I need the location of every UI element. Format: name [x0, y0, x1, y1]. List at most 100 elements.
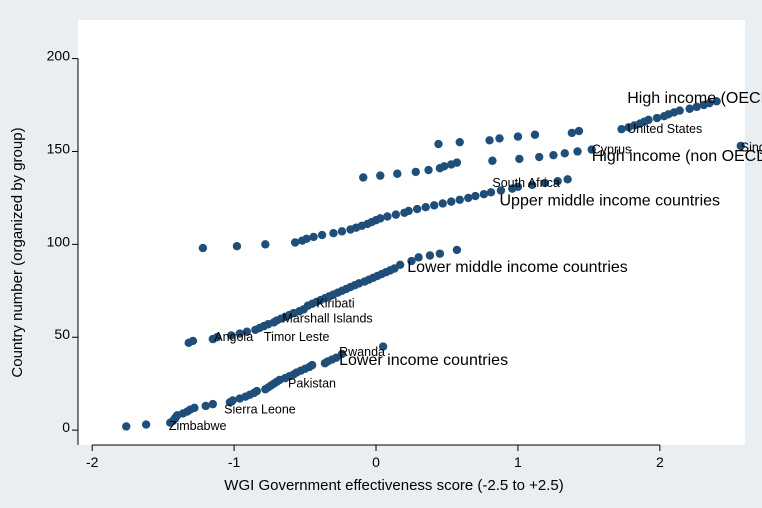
- data-point: [488, 156, 497, 165]
- data-point: [425, 251, 435, 260]
- data-point: [212, 333, 222, 342]
- data-point: [378, 342, 388, 351]
- data-point: [652, 113, 662, 123]
- data-point: [736, 141, 745, 151]
- y-tick-label: 150: [47, 140, 71, 156]
- country-label: Singapore: [741, 140, 762, 154]
- y-axis-ticks: 0 50 100 150 200: [47, 48, 78, 435]
- data-point: [430, 201, 439, 210]
- data-point: [122, 422, 131, 431]
- country-label: United States: [627, 122, 702, 136]
- data-point: [675, 106, 684, 115]
- data-point: [485, 136, 494, 145]
- data-point: [563, 175, 572, 184]
- data-point: [329, 229, 338, 238]
- country-labels: United States Singapore Cyprus South Africa…: [169, 122, 762, 433]
- country-label: Angola: [214, 330, 253, 344]
- data-point: [307, 360, 317, 370]
- x-tick-label: -1: [228, 454, 241, 470]
- x-axis-ticks: -2 -1 0 1 2: [86, 445, 664, 470]
- data-point: [549, 150, 558, 160]
- y-axis-label: Country number (organized by group): [9, 127, 26, 377]
- data-point: [309, 232, 318, 242]
- data-point: [407, 256, 416, 266]
- group-label: Lower middle income countries: [407, 259, 628, 276]
- data-point: [452, 245, 462, 255]
- country-label: Rwanda: [339, 345, 385, 359]
- data-point: [412, 204, 422, 214]
- data-point: [573, 147, 582, 156]
- plot-area: [78, 20, 745, 445]
- data-point: [337, 227, 347, 236]
- x-axis-label: WGI Government effectiveness score (-2.5…: [224, 477, 563, 494]
- y-tick-label: 0: [62, 419, 70, 435]
- data-point: [587, 145, 596, 154]
- data-point: [455, 137, 464, 147]
- data-point: [141, 420, 151, 429]
- data-point: [208, 399, 218, 409]
- group-label: High income (non OECD): [592, 148, 762, 165]
- data-point: [567, 128, 577, 138]
- data-point: [530, 130, 540, 139]
- data-point: [235, 329, 244, 338]
- data-point: [535, 152, 544, 162]
- data-points: [122, 97, 745, 431]
- data-point: [404, 206, 413, 216]
- data-point: [395, 260, 405, 269]
- country-label: Sierra Leone: [224, 402, 296, 416]
- data-point: [227, 331, 236, 340]
- data-point: [391, 210, 401, 219]
- x-tick-label: 2: [656, 454, 664, 470]
- y-tick-label: 50: [54, 326, 70, 342]
- y-tick-label: 100: [47, 233, 71, 249]
- data-point: [455, 195, 464, 204]
- data-point: [486, 188, 496, 197]
- data-point: [705, 98, 714, 108]
- data-point: [337, 349, 347, 359]
- group-label: Lower income countries: [339, 352, 508, 369]
- data-point: [290, 238, 300, 247]
- data-point: [515, 154, 524, 164]
- data-point: [414, 253, 423, 262]
- data-point: [540, 178, 550, 188]
- data-point: [447, 197, 456, 206]
- data-point: [261, 240, 270, 249]
- data-point: [464, 193, 473, 203]
- country-label: Cyprus: [592, 142, 632, 156]
- data-point: [513, 182, 523, 191]
- data-point: [439, 162, 449, 171]
- group-label: High income (OECD): [627, 90, 762, 107]
- data-point: [692, 102, 701, 112]
- data-point: [242, 327, 252, 336]
- country-label: Timor Leste: [264, 330, 330, 344]
- data-point: [317, 230, 327, 240]
- country-label: Pakistan: [288, 376, 336, 390]
- data-point: [376, 171, 385, 180]
- y-tick-label: 200: [47, 48, 71, 64]
- data-point: [232, 242, 242, 251]
- data-point: [359, 173, 368, 182]
- data-point: [712, 97, 721, 106]
- country-label: Zimbabwe: [169, 419, 227, 433]
- country-label: Marshall Islands: [282, 311, 372, 325]
- country-label: Kiribati: [316, 297, 354, 311]
- data-point: [435, 249, 445, 258]
- data-point: [617, 124, 626, 134]
- x-tick-label: -2: [86, 454, 99, 470]
- data-point: [452, 158, 462, 167]
- data-point: [411, 167, 420, 177]
- data-point: [685, 104, 694, 113]
- country-label: South Africa: [492, 176, 559, 190]
- data-point: [434, 139, 443, 149]
- data-point: [383, 212, 392, 221]
- data-point: [644, 115, 653, 125]
- data-point: [574, 126, 584, 136]
- x-tick-label: 1: [514, 454, 522, 470]
- data-point: [438, 199, 447, 208]
- data-point: [495, 134, 504, 143]
- data-point: [252, 386, 262, 396]
- data-point: [393, 169, 402, 178]
- data-point: [471, 191, 480, 201]
- data-point: [376, 214, 385, 223]
